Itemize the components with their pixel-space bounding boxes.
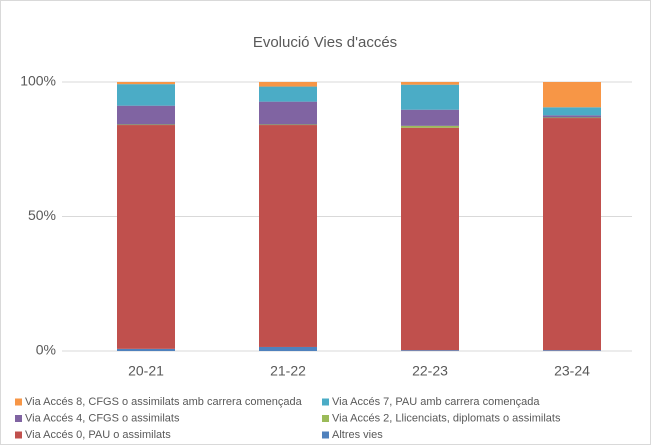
legend-label: Via Accés 0, PAU o assimilats bbox=[25, 429, 171, 441]
bar-segment bbox=[543, 350, 601, 351]
legend-label: Via Accés 4, CFGS o assimilats bbox=[25, 412, 180, 424]
x-tick-label: 22-23 bbox=[412, 363, 448, 379]
bar-segment bbox=[117, 125, 175, 349]
bar-segment bbox=[543, 82, 601, 108]
legend-label: Altres vies bbox=[332, 429, 383, 441]
bar-segment bbox=[259, 124, 317, 126]
y-tick-label: 0% bbox=[36, 342, 56, 358]
bar-segment bbox=[117, 124, 175, 126]
legend-label: Via Accés 7, PAU amb carrera començada bbox=[332, 396, 540, 408]
bar-segment bbox=[259, 82, 317, 87]
bar-segment bbox=[401, 84, 459, 110]
legend-swatch bbox=[322, 398, 329, 406]
chart-title: Evolució Vies d'accés bbox=[253, 34, 397, 51]
bar-segment bbox=[259, 346, 317, 351]
y-tick-label: 50% bbox=[28, 207, 56, 223]
legend-swatch bbox=[15, 415, 22, 422]
bar-segment bbox=[117, 82, 175, 85]
bar-segment bbox=[259, 125, 317, 347]
legend-label: Via Accés 2, Llicenciats, diplomats o as… bbox=[332, 412, 561, 424]
bar-segment bbox=[401, 127, 459, 351]
legend-swatch bbox=[322, 415, 329, 422]
x-tick-label: 23-24 bbox=[554, 363, 590, 379]
bar-segment bbox=[117, 84, 175, 106]
legend-swatch bbox=[15, 431, 22, 439]
bar-segment bbox=[401, 350, 459, 351]
legend-label: Via Accés 8, CFGS o assimilats amb carre… bbox=[25, 396, 303, 408]
bar-segment bbox=[401, 109, 459, 126]
x-tick-label: 20-21 bbox=[128, 363, 164, 379]
bar-segment bbox=[543, 107, 601, 116]
y-tick-label: 100% bbox=[20, 73, 56, 89]
legend-swatch bbox=[15, 398, 22, 406]
bar-segment bbox=[117, 348, 175, 351]
bar-segment bbox=[259, 101, 317, 125]
bar-segment bbox=[543, 118, 601, 351]
bar-segment bbox=[401, 82, 459, 85]
bar-segment bbox=[117, 105, 175, 125]
bar-segment bbox=[401, 125, 459, 128]
bar-segment bbox=[543, 115, 601, 118]
legend-swatch bbox=[322, 431, 329, 439]
x-tick-label: 21-22 bbox=[270, 363, 306, 379]
bar-segment bbox=[259, 86, 317, 102]
bar-segment bbox=[543, 117, 601, 119]
